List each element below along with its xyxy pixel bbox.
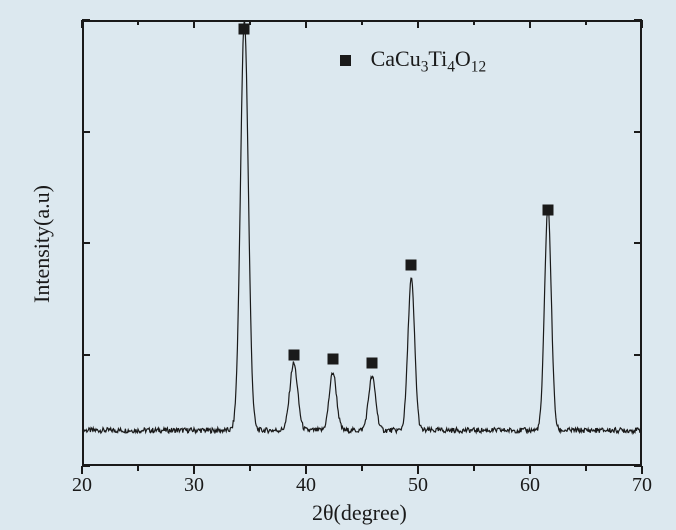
y-tick bbox=[82, 354, 90, 356]
legend-marker-icon bbox=[340, 55, 351, 66]
y-tick bbox=[634, 465, 642, 467]
xrd-chart: CaCu3Ti4O12 Intensity(a.u) 2θ(degree) 20… bbox=[0, 0, 676, 530]
x-axis-label: 2θ(degree) bbox=[312, 500, 407, 526]
y-tick bbox=[634, 19, 642, 21]
y-tick bbox=[82, 131, 90, 133]
x-minor-tick bbox=[585, 466, 587, 471]
y-tick bbox=[634, 354, 642, 356]
x-tick-label: 40 bbox=[286, 474, 326, 497]
x-tick bbox=[417, 20, 419, 28]
x-minor-tick bbox=[361, 466, 363, 471]
x-tick bbox=[641, 20, 643, 28]
peak-marker-icon bbox=[406, 260, 417, 271]
x-tick bbox=[529, 466, 531, 474]
x-tick-label: 20 bbox=[62, 474, 102, 497]
x-tick bbox=[305, 466, 307, 474]
y-axis-label: Intensity(a.u) bbox=[29, 164, 55, 324]
peak-marker-icon bbox=[542, 204, 553, 215]
x-minor-tick bbox=[361, 20, 363, 25]
x-tick bbox=[529, 20, 531, 28]
x-tick-label: 70 bbox=[622, 474, 662, 497]
x-tick-label: 50 bbox=[398, 474, 438, 497]
x-tick bbox=[641, 466, 643, 474]
peak-marker-icon bbox=[367, 358, 378, 369]
x-minor-tick bbox=[473, 20, 475, 25]
x-minor-tick bbox=[249, 466, 251, 471]
legend-text: CaCu3Ti4O12 bbox=[371, 46, 487, 76]
x-minor-tick bbox=[473, 466, 475, 471]
x-tick bbox=[193, 466, 195, 474]
legend: CaCu3Ti4O12 bbox=[340, 46, 487, 76]
x-tick bbox=[81, 466, 83, 474]
y-tick bbox=[634, 242, 642, 244]
y-tick bbox=[634, 131, 642, 133]
x-minor-tick bbox=[137, 20, 139, 25]
x-tick bbox=[305, 20, 307, 28]
x-minor-tick bbox=[137, 466, 139, 471]
x-tick-label: 30 bbox=[174, 474, 214, 497]
x-tick bbox=[81, 20, 83, 28]
peak-marker-icon bbox=[239, 23, 250, 34]
x-minor-tick bbox=[585, 20, 587, 25]
peak-marker-icon bbox=[327, 353, 338, 364]
x-tick bbox=[417, 466, 419, 474]
xrd-line-svg bbox=[82, 20, 642, 466]
y-tick bbox=[82, 19, 90, 21]
y-tick bbox=[82, 242, 90, 244]
peak-marker-icon bbox=[288, 349, 299, 360]
xrd-trace bbox=[82, 20, 642, 433]
x-tick bbox=[193, 20, 195, 28]
y-tick bbox=[82, 465, 90, 467]
x-tick-label: 60 bbox=[510, 474, 550, 497]
